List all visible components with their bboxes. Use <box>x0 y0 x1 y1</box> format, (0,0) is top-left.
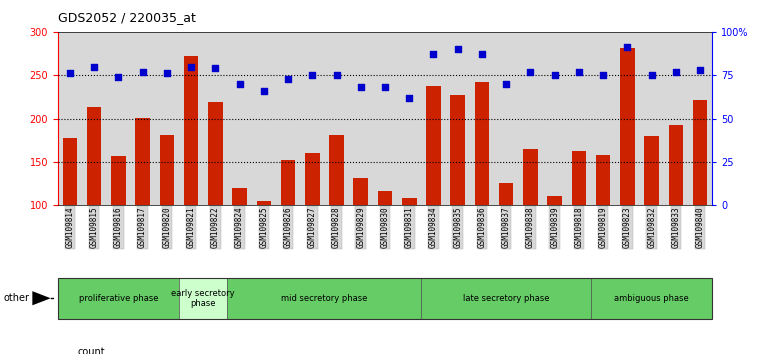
Text: ambiguous phase: ambiguous phase <box>614 294 689 303</box>
Point <box>64 71 76 76</box>
Bar <box>179 32 203 205</box>
Point <box>355 85 367 90</box>
Bar <box>474 82 489 205</box>
Bar <box>446 32 470 205</box>
Point <box>282 76 294 81</box>
Bar <box>596 155 611 205</box>
Point <box>185 64 197 69</box>
Bar <box>208 102 223 205</box>
Bar <box>305 153 320 205</box>
Point <box>645 73 658 78</box>
Bar <box>179 278 227 319</box>
Bar <box>640 32 664 205</box>
Bar <box>276 32 300 205</box>
Bar <box>591 32 615 205</box>
Bar <box>668 125 683 205</box>
Bar <box>111 156 126 205</box>
Bar <box>349 32 373 205</box>
Bar <box>106 32 130 205</box>
Bar <box>324 32 349 205</box>
Bar <box>353 178 368 205</box>
Bar <box>571 151 586 205</box>
Bar <box>591 278 712 319</box>
Point <box>88 64 100 69</box>
Bar <box>62 138 77 205</box>
Bar <box>499 183 514 205</box>
Bar <box>620 48 634 205</box>
Point <box>427 52 440 57</box>
Point <box>597 73 609 78</box>
Point <box>258 88 270 94</box>
Bar <box>693 99 708 205</box>
Bar <box>494 32 518 205</box>
Bar <box>427 86 440 205</box>
Bar <box>664 32 688 205</box>
Bar <box>184 56 199 205</box>
Point <box>451 46 464 52</box>
Text: early secretory
phase: early secretory phase <box>172 289 235 308</box>
Point <box>524 69 537 75</box>
Bar <box>373 32 397 205</box>
Bar <box>136 118 150 205</box>
Point <box>136 69 149 75</box>
Bar <box>252 32 276 205</box>
Point <box>209 65 222 71</box>
Bar <box>644 136 659 205</box>
Bar <box>688 32 712 205</box>
Bar <box>378 190 392 205</box>
Point <box>403 95 415 101</box>
Point <box>694 67 706 73</box>
Bar <box>256 201 271 205</box>
Text: GDS2052 / 220035_at: GDS2052 / 220035_at <box>58 11 196 24</box>
Bar <box>547 196 562 205</box>
Bar <box>300 32 324 205</box>
Polygon shape <box>32 291 51 305</box>
Point <box>306 73 319 78</box>
Bar <box>518 32 543 205</box>
Bar <box>450 95 465 205</box>
Bar <box>402 198 417 205</box>
Bar <box>227 278 421 319</box>
Bar <box>615 32 640 205</box>
Text: proliferative phase: proliferative phase <box>79 294 158 303</box>
Bar <box>330 135 343 205</box>
Bar <box>87 107 102 205</box>
Point <box>379 85 391 90</box>
Point <box>112 74 125 80</box>
Bar <box>203 32 227 205</box>
Point <box>670 69 682 75</box>
Bar <box>82 32 106 205</box>
Bar <box>421 32 446 205</box>
Text: other: other <box>4 293 30 303</box>
Point <box>500 81 512 87</box>
Text: count: count <box>78 347 105 354</box>
Point <box>548 73 561 78</box>
Bar <box>397 32 421 205</box>
Bar <box>155 32 179 205</box>
Point <box>330 73 343 78</box>
Bar <box>233 188 247 205</box>
Bar <box>58 32 82 205</box>
Bar <box>227 32 252 205</box>
Bar <box>159 135 174 205</box>
Bar <box>523 149 537 205</box>
Point <box>476 52 488 57</box>
Bar <box>543 32 567 205</box>
Text: mid secretory phase: mid secretory phase <box>281 294 367 303</box>
Bar <box>567 32 591 205</box>
Bar <box>470 32 494 205</box>
Bar <box>130 32 155 205</box>
Bar <box>58 278 179 319</box>
Bar <box>281 160 296 205</box>
Point <box>233 81 246 87</box>
Point <box>573 69 585 75</box>
Point <box>621 45 634 50</box>
Point <box>161 71 173 76</box>
Bar <box>421 278 591 319</box>
Text: late secretory phase: late secretory phase <box>463 294 550 303</box>
